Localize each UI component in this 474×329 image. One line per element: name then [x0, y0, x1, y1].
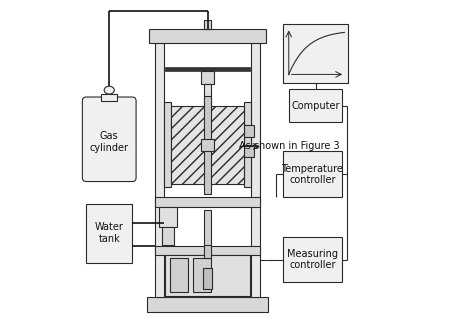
Bar — [172, 106, 244, 184]
Bar — [201, 139, 214, 151]
Bar — [204, 96, 211, 194]
Bar — [283, 151, 342, 197]
Bar — [283, 24, 348, 83]
Bar — [159, 207, 177, 227]
Bar — [244, 145, 254, 157]
Bar — [155, 197, 260, 207]
Bar — [283, 237, 342, 282]
Text: Temperature
controller: Temperature controller — [282, 164, 343, 185]
Bar — [202, 268, 212, 289]
Bar — [204, 245, 211, 258]
Bar — [204, 210, 211, 250]
Bar — [148, 29, 266, 43]
Bar — [204, 20, 211, 29]
Bar — [165, 255, 250, 295]
Bar — [204, 84, 211, 135]
Text: Computer: Computer — [292, 101, 340, 111]
Bar — [193, 258, 211, 292]
Bar — [155, 34, 164, 297]
Text: As shown in Figure 3: As shown in Figure 3 — [238, 141, 339, 151]
Bar — [155, 246, 260, 255]
Bar — [101, 94, 117, 101]
Ellipse shape — [104, 86, 114, 94]
Bar — [244, 125, 254, 137]
Bar — [244, 102, 251, 188]
Text: Measuring
controller: Measuring controller — [287, 249, 338, 270]
Bar — [251, 34, 260, 297]
Bar — [290, 89, 342, 122]
Bar — [164, 102, 172, 188]
Bar — [170, 258, 188, 292]
Text: Water
tank: Water tank — [95, 222, 124, 244]
Bar — [162, 227, 174, 246]
Bar — [201, 71, 214, 84]
Text: Gas
cylinder: Gas cylinder — [90, 131, 129, 153]
Bar — [165, 67, 250, 71]
FancyBboxPatch shape — [82, 97, 136, 182]
Bar — [147, 297, 268, 312]
Bar — [86, 204, 132, 263]
